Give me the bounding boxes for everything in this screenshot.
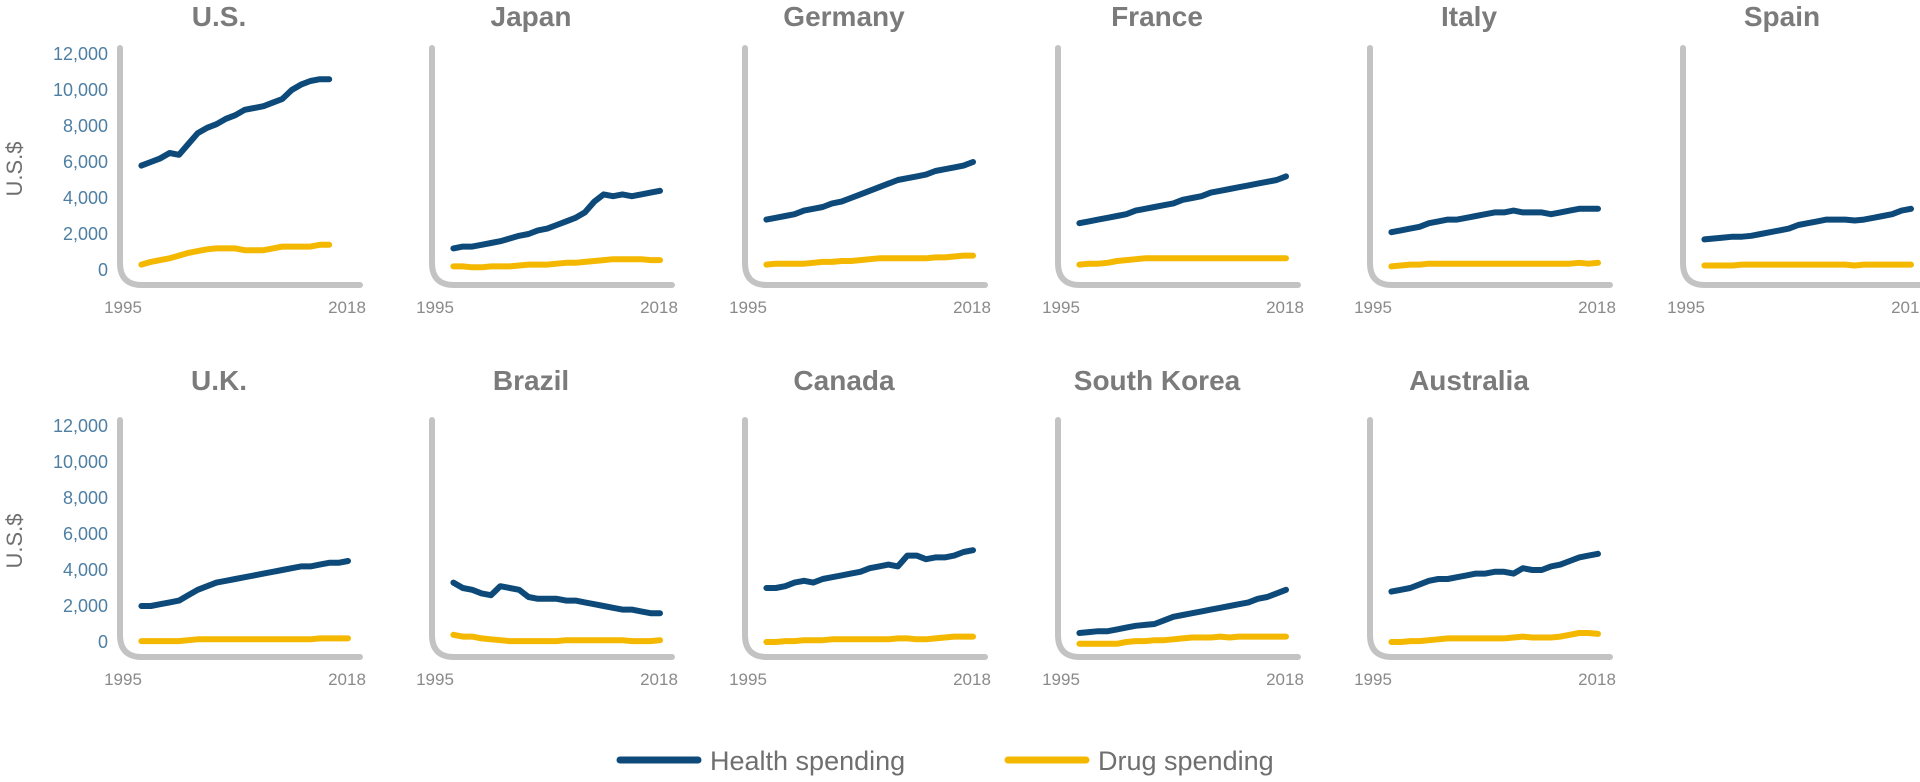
health-spending-line: [1076, 586, 1289, 636]
panel-u-s-: U.S. 0 2,000 4,000 6,000 8,000 10,000 12,000 U.S…: [2, 1, 366, 317]
axis-line: [1680, 45, 1920, 288]
panel-title: U.S.: [192, 1, 246, 32]
panel-australia: Australia 1995 2018: [1354, 365, 1616, 689]
y-axis-label: U.S.$: [2, 141, 27, 196]
health-spending-line: [763, 547, 976, 591]
panel-canada: Canada 1995 2018: [729, 365, 991, 689]
x-tick-label: 1995: [104, 670, 142, 689]
y-tick-label: 6,000: [63, 152, 108, 172]
panel-title: Germany: [783, 1, 905, 32]
panel-title: Italy: [1441, 1, 1497, 32]
x-tick-label: 1995: [1354, 298, 1392, 317]
y-tick-label: 8,000: [63, 116, 108, 136]
x-tick-label: 2018: [953, 298, 991, 317]
drug-spending-line: [1388, 259, 1601, 270]
x-tick-label: 2018: [328, 670, 366, 689]
y-tick-label: 4,000: [63, 188, 108, 208]
y-tick-label: 2,000: [63, 596, 108, 616]
panel-france: France 1995 2018: [1042, 1, 1304, 317]
x-tick-label: 1995: [729, 298, 767, 317]
axis-line: [1367, 45, 1613, 288]
x-tick-label: 1995: [1667, 298, 1705, 317]
panel-title: Australia: [1409, 365, 1529, 396]
x-tick-label: 1995: [416, 670, 454, 689]
legend: Health spending Drug spending: [616, 746, 1274, 776]
x-tick-label: 1995: [1354, 670, 1392, 689]
drug-spending-line: [1076, 633, 1289, 647]
legend-health-label: Health spending: [710, 746, 905, 776]
x-tick-label: 2018: [640, 298, 678, 317]
y-tick-label: 4,000: [63, 560, 108, 580]
x-tick-label: 1995: [1042, 670, 1080, 689]
y-tick-label: 6,000: [63, 524, 108, 544]
panel-italy: Italy 1995 2018: [1354, 1, 1616, 317]
y-tick-label: 8,000: [63, 488, 108, 508]
drug-spending-line: [450, 631, 663, 645]
axis-line: [429, 417, 675, 660]
drug-spending-line: [763, 252, 976, 268]
health-spending-line: [763, 159, 976, 223]
panel-title: Japan: [491, 1, 572, 32]
drug-spending-line: [138, 635, 351, 645]
y-tick-label: 0: [98, 260, 108, 280]
x-tick-label: 1995: [1042, 298, 1080, 317]
panel-title: France: [1111, 1, 1203, 32]
x-tick-label: 1995: [729, 670, 767, 689]
drug-spending-line: [1076, 255, 1289, 268]
health-spending-line: [138, 76, 333, 169]
health-spending-line: [1388, 550, 1601, 595]
panel-brazil: Brazil 1995 2018: [416, 365, 678, 689]
y-tick-label: 12,000: [53, 44, 108, 64]
x-tick-label: 2018: [1891, 298, 1920, 317]
axis-line: [742, 417, 988, 660]
drug-spending-line: [138, 241, 333, 268]
panel-u-k-: U.K. 0 2,000 4,000 6,000 8,000 10,000 12,000 U.S…: [2, 365, 366, 689]
panel-title: Canada: [793, 365, 895, 396]
x-tick-label: 2018: [1578, 670, 1616, 689]
health-spending-line: [1076, 173, 1289, 227]
y-tick-label: 0: [98, 632, 108, 652]
panel-title: Spain: [1744, 1, 1820, 32]
y-axis-label: U.S.$: [2, 513, 27, 568]
health-spending-line: [1388, 205, 1601, 236]
x-tick-label: 1995: [104, 298, 142, 317]
x-tick-label: 2018: [1578, 298, 1616, 317]
x-tick-label: 2018: [328, 298, 366, 317]
drug-spending-line: [763, 633, 976, 645]
y-tick-label: 10,000: [53, 452, 108, 472]
drug-spending-line: [450, 256, 663, 271]
axis-line: [742, 45, 988, 288]
legend-drug-label: Drug spending: [1098, 746, 1274, 776]
health-spending-line: [1701, 205, 1914, 243]
x-tick-label: 1995: [416, 298, 454, 317]
axis-line: [117, 45, 363, 288]
x-tick-label: 2018: [1266, 298, 1304, 317]
panel-south-korea: South Korea 1995 2018: [1042, 365, 1304, 689]
panel-japan: Japan 1995 2018: [416, 1, 678, 317]
panel-title: South Korea: [1074, 365, 1241, 396]
x-tick-label: 2018: [640, 670, 678, 689]
x-tick-label: 2018: [953, 670, 991, 689]
panel-title: Brazil: [493, 365, 569, 396]
axis-line: [117, 417, 363, 660]
y-tick-label: 10,000: [53, 80, 108, 100]
panel-germany: Germany 1995 2018: [729, 1, 991, 317]
health-spending-line: [450, 579, 663, 617]
health-spending-line: [450, 187, 663, 252]
drug-spending-line: [1388, 630, 1601, 645]
axis-line: [1055, 417, 1301, 660]
axis-line: [1367, 417, 1613, 660]
x-tick-label: 2018: [1266, 670, 1304, 689]
axis-line: [429, 45, 675, 288]
panel-spain: Spain 1995 2018: [1667, 1, 1920, 317]
y-tick-label: 12,000: [53, 416, 108, 436]
health-spending-line: [138, 558, 351, 609]
panel-title: U.K.: [191, 365, 247, 396]
drug-spending-line: [1701, 261, 1914, 269]
y-tick-label: 2,000: [63, 224, 108, 244]
axis-line: [1055, 45, 1301, 288]
